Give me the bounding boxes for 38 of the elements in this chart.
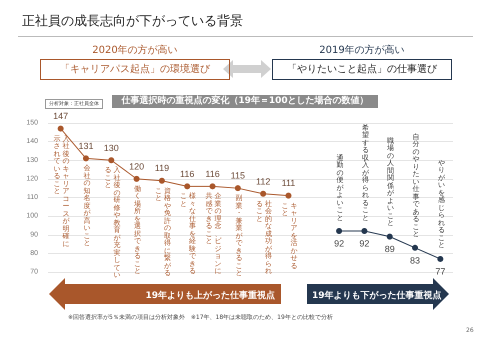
data-label: 116 (180, 168, 194, 179)
data-label: 120 (129, 161, 144, 172)
data-label: 130 (104, 142, 119, 153)
data-label: 89 (384, 244, 395, 254)
point (437, 256, 444, 262)
text: 2020年の方が高い (91, 44, 179, 57)
data-label: 116 (205, 168, 220, 179)
data-label: 131 (78, 140, 94, 151)
chart-title: 正社員の成長志向が下がっている背景 (22, 13, 243, 30)
data-label: 92 (359, 238, 370, 249)
point (336, 228, 342, 234)
point (386, 234, 393, 240)
point (58, 126, 64, 132)
point (108, 157, 114, 164)
point (361, 228, 368, 234)
point (285, 192, 292, 199)
point (210, 183, 216, 190)
point (234, 185, 241, 192)
text: 2019年の方が高い (318, 44, 406, 57)
data-label: 83 (410, 255, 420, 266)
text: 「キャリアパス起点」の環境選び (40, 59, 230, 80)
chart-subtitle: 仕事選択時の重視点の変化（19年＝100とした場合の数値） (112, 95, 378, 108)
point (412, 244, 418, 251)
data-label: 111 (282, 178, 296, 188)
data-label: 92 (334, 238, 344, 249)
data-label: 77 (435, 266, 446, 276)
point (158, 178, 165, 184)
text: 19年よりも上がった仕事重視点 (144, 289, 275, 302)
point (260, 190, 266, 197)
point (134, 176, 140, 182)
text: 19年よりも下がった仕事重視点 (312, 289, 442, 302)
data-label: 115 (230, 170, 246, 181)
data-label: 119 (154, 163, 170, 174)
data-label: 112 (256, 176, 270, 186)
text: 「やりたいこと起点」の仕事選び (272, 59, 452, 80)
point (82, 155, 89, 162)
data-label: 147 (53, 111, 68, 122)
point (184, 183, 190, 190)
